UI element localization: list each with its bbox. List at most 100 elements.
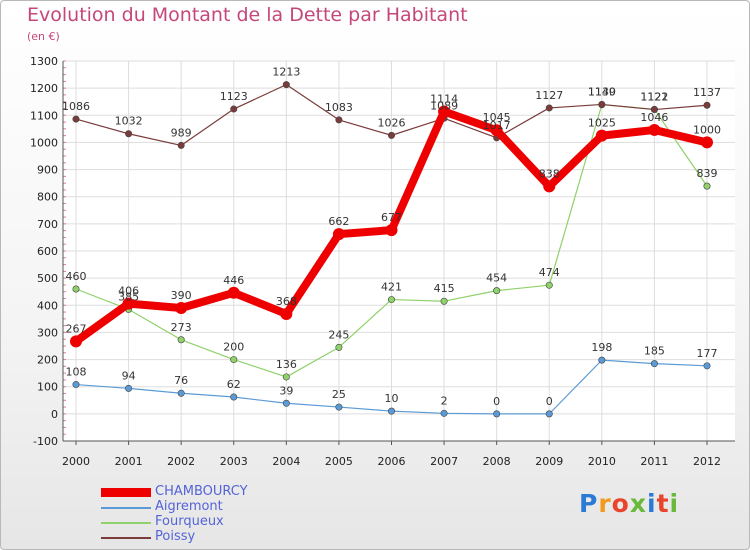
data-label-poissy: 989 — [171, 126, 192, 139]
data-label-chambourcy: 406 — [118, 285, 139, 298]
data-label-poissy: 1026 — [378, 116, 406, 129]
data-point-aigremont — [282, 399, 290, 407]
data-point-chambourcy — [332, 228, 345, 241]
proxiti-logo: Proxiti — [579, 489, 679, 518]
y-tick-label: 600 — [37, 245, 58, 258]
data-label-poissy: 1089 — [430, 99, 458, 112]
y-tick-label: 500 — [37, 272, 58, 285]
legend-item-aigremont[interactable]: Aigremont — [101, 499, 401, 515]
data-label-chambourcy: 1045 — [483, 111, 511, 124]
y-tick-label: 900 — [37, 164, 58, 177]
data-label-poissy: 1127 — [535, 89, 563, 102]
data-point-fourqueux — [440, 297, 448, 305]
data-point-aigremont — [440, 409, 448, 417]
logo-letter: i — [669, 489, 680, 518]
y-tick-label: 1300 — [30, 55, 58, 68]
data-label-aigremont: 94 — [122, 369, 136, 382]
data-point-aigremont — [230, 393, 238, 401]
logo-letter: t — [656, 489, 670, 518]
x-tick-label: 2012 — [693, 455, 721, 468]
legend-swatch-poissy — [101, 537, 151, 539]
data-label-fourqueux: 200 — [223, 341, 244, 354]
data-point-aigremont — [335, 403, 343, 411]
y-tick-label: 800 — [37, 191, 58, 204]
data-label-fourqueux: 385 — [118, 290, 139, 303]
data-label-aigremont: 185 — [644, 345, 665, 358]
data-point-poissy — [703, 101, 711, 109]
data-label-poissy: 1137 — [693, 86, 721, 99]
data-label-chambourcy: 1000 — [693, 123, 721, 136]
x-tick-label: 2007 — [430, 455, 458, 468]
x-tick-label: 2001 — [115, 455, 143, 468]
data-label-fourqueux: 474 — [539, 266, 560, 279]
data-point-aigremont — [650, 360, 658, 368]
data-label-chambourcy: 368 — [276, 295, 297, 308]
data-label-fourqueux: 415 — [434, 282, 455, 295]
data-label-aigremont: 198 — [591, 341, 612, 354]
y-tick-label: 400 — [37, 299, 58, 312]
chart-title: Evolution du Montant de la Dette par Hab… — [27, 4, 468, 26]
data-point-chambourcy — [70, 335, 82, 348]
data-point-poissy — [230, 105, 238, 113]
data-point-poissy — [598, 100, 606, 108]
data-label-chambourcy: 1046 — [640, 111, 668, 124]
y-tick-label: 300 — [37, 326, 58, 339]
legend-item-chambourcy[interactable]: CHAMBOURCY — [101, 484, 401, 500]
x-tick-label: 2003 — [220, 455, 248, 468]
data-label-poissy: 1213 — [272, 66, 300, 79]
y-tick-label: 100 — [37, 381, 58, 394]
data-label-chambourcy: 677 — [381, 211, 402, 224]
data-label-poissy: 1017 — [483, 119, 511, 132]
legend-swatch-aigremont — [101, 507, 151, 509]
data-label-poissy: 1086 — [62, 100, 90, 113]
data-point-fourqueux — [282, 373, 290, 381]
data-label-aigremont: 108 — [66, 366, 87, 379]
legend-item-fourqueux[interactable]: Fourqueux — [101, 514, 401, 530]
data-label-poissy: 1140 — [588, 85, 616, 98]
logo-letter: x — [629, 489, 647, 518]
y-tick-label: 1000 — [30, 136, 58, 149]
data-label-poissy: 1123 — [220, 90, 248, 103]
data-point-fourqueux — [493, 287, 501, 295]
legend-item-poissy[interactable]: Poissy — [101, 529, 401, 545]
data-label-chambourcy: 267 — [66, 322, 87, 335]
data-label-poissy: 1121 — [640, 91, 668, 104]
data-point-fourqueux — [230, 356, 238, 364]
data-point-fourqueux — [703, 182, 711, 190]
data-point-poissy — [335, 116, 343, 124]
data-label-fourqueux: 1139 — [588, 86, 616, 99]
x-tick-label: 2000 — [62, 455, 90, 468]
data-label-aigremont: 177 — [697, 347, 718, 360]
data-label-chambourcy: 838 — [539, 167, 560, 180]
data-point-fourqueux — [387, 296, 395, 304]
data-point-chambourcy — [438, 105, 451, 118]
x-tick-label: 2005 — [325, 455, 353, 468]
data-point-aigremont — [387, 407, 395, 415]
y-tick-label: 1100 — [30, 109, 58, 122]
data-label-aigremont: 39 — [279, 384, 293, 397]
x-tick-label: 2006 — [378, 455, 406, 468]
data-label-aigremont: 0 — [546, 395, 553, 408]
data-label-chambourcy: 390 — [171, 289, 192, 302]
x-tick-label: 2008 — [483, 455, 511, 468]
data-label-fourqueux: 454 — [486, 272, 507, 285]
data-point-poissy — [177, 141, 185, 149]
data-label-aigremont: 10 — [385, 392, 399, 405]
data-point-fourqueux — [72, 285, 80, 293]
data-label-fourqueux: 273 — [171, 321, 192, 334]
data-label-aigremont: 2 — [441, 394, 448, 407]
data-label-aigremont: 62 — [227, 378, 241, 391]
data-label-fourqueux: 460 — [66, 270, 87, 283]
logo-letter: P — [579, 489, 599, 518]
data-point-chambourcy — [595, 129, 608, 142]
data-label-fourqueux: 1122 — [640, 90, 668, 103]
data-point-chambourcy — [648, 123, 661, 136]
data-point-poissy — [545, 104, 553, 112]
data-point-poissy — [650, 106, 658, 114]
unit-label: (en €) — [27, 30, 60, 43]
data-point-chambourcy — [490, 124, 503, 137]
data-label-chambourcy: 446 — [223, 274, 244, 287]
data-label-fourqueux: 136 — [276, 358, 297, 371]
y-tick-label: -100 — [33, 435, 58, 448]
